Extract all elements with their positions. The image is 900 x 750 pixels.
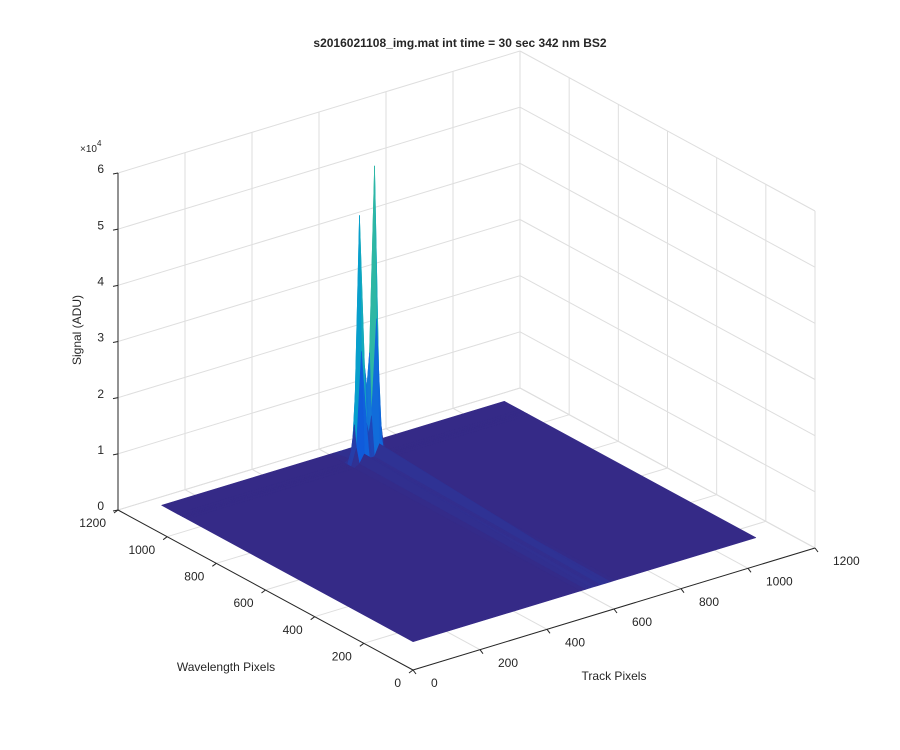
x-tick-label: 1200	[833, 554, 860, 568]
z-tick-label: 4	[97, 275, 104, 289]
chart-title: s2016021108_img.mat int time = 30 sec 34…	[313, 36, 607, 50]
surface	[161, 165, 757, 642]
grid-line	[117, 50, 521, 174]
z-multiplier-power: 4	[97, 139, 102, 148]
axes: 0200400600800100012000200400600800100012…	[79, 162, 860, 690]
z-tick-label: 1	[97, 443, 104, 457]
z-tick	[112, 228, 119, 231]
z-multiplier-base: ×10	[80, 144, 97, 155]
z-tick-label: 2	[97, 387, 104, 401]
grid-line	[117, 387, 521, 511]
grid-line	[519, 219, 816, 380]
y-tick	[261, 589, 266, 594]
z-tick	[112, 397, 119, 400]
x-tick	[546, 629, 551, 634]
x-tick	[814, 547, 819, 553]
x-tick	[479, 649, 484, 654]
y-axis-line	[117, 509, 414, 671]
z-tick-label: 5	[97, 218, 104, 232]
z-tick	[112, 509, 119, 512]
z-tick-label: 3	[97, 331, 104, 345]
y-tick	[310, 616, 315, 621]
y-tick	[359, 642, 365, 647]
x-tick	[680, 588, 685, 593]
y-tick-label: 1200	[79, 516, 106, 530]
y-tick	[408, 669, 414, 674]
x-axis-label: Track Pixels	[582, 669, 647, 683]
x-tick-label: 600	[632, 615, 652, 629]
z-tick	[112, 453, 119, 456]
x-tick-label: 800	[699, 595, 719, 609]
y-axis-label: Wavelength Pixels	[177, 660, 275, 674]
x-tick	[747, 568, 752, 573]
z-tick	[112, 341, 119, 343]
grid-line	[519, 275, 816, 437]
z-tick-label: 0	[97, 499, 104, 513]
y-tick-label: 600	[233, 596, 253, 610]
z-tick-label: 6	[97, 162, 104, 176]
x-axis-line	[412, 547, 816, 671]
grid-line	[117, 162, 521, 286]
y-tick	[162, 536, 168, 541]
y-tick	[212, 562, 217, 567]
y-tick-label: 200	[332, 650, 352, 664]
y-tick-label: 1000	[128, 543, 155, 557]
grid-line	[519, 50, 816, 212]
grid-line	[117, 106, 521, 230]
y-tick-label: 400	[283, 623, 303, 637]
z-multiplier: ×104	[80, 139, 102, 155]
grid-line	[519, 106, 816, 268]
y-tick-label: 0	[394, 676, 401, 690]
surface-patch	[186, 468, 581, 642]
x-tick-label: 200	[498, 656, 518, 670]
grid-line	[117, 219, 521, 342]
grid-line	[117, 275, 521, 399]
x-tick-label: 1000	[766, 575, 793, 589]
grid-line	[117, 331, 521, 455]
x-tick	[613, 608, 618, 614]
x-tick-label: 400	[565, 636, 585, 650]
grid-line	[519, 387, 816, 549]
x-tick-label: 0	[431, 676, 438, 690]
grid-line	[519, 162, 816, 324]
z-tick	[112, 172, 119, 175]
x-tick	[412, 669, 417, 675]
y-tick-label: 800	[184, 570, 204, 584]
grid-line	[519, 331, 816, 493]
z-tick	[112, 284, 119, 287]
z-axis-label: Signal (ADU)	[70, 295, 84, 365]
